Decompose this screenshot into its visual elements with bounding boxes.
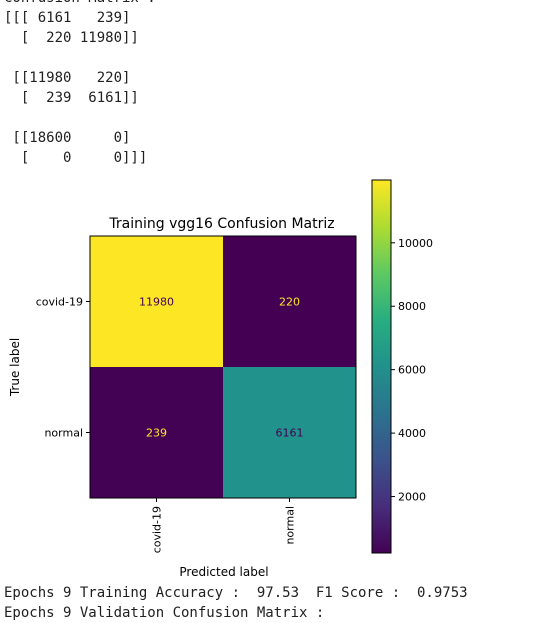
chart-title: Training vgg16 Confusion Matriz <box>108 216 334 232</box>
colorbar-tick-label: 4000 <box>398 427 426 440</box>
x-tick-label: covid-19 <box>151 506 164 553</box>
console-line: [ 220 11980]] <box>4 30 139 46</box>
x-tick-label: normal <box>284 506 297 545</box>
colorbar-ticks: 2000 4000 6000 8000 10000 <box>391 237 433 504</box>
colorbar-tick-label: 8000 <box>398 300 426 313</box>
console-output-top: Confusion Matrix : [[[ 6161 239] [ 220 11… <box>4 0 156 168</box>
y-axis-label: True label <box>8 338 22 397</box>
colorbar <box>371 179 392 554</box>
console-line: Epochs 9 Validation Confusion Matrix : <box>4 605 325 621</box>
console-line: Epochs 9 Training Accuracy : 97.53 F1 Sc… <box>4 585 468 601</box>
console-line: [ 0 0]]] <box>4 150 148 166</box>
cell-value-label: 11980 <box>139 296 174 309</box>
heatmap-cells <box>90 236 356 498</box>
console-line: [[11980 220] <box>4 70 131 86</box>
y-axis-ticks: covid-19 normal <box>36 296 90 440</box>
console-line: [[18600 0] <box>4 130 131 146</box>
colorbar-tick-label: 10000 <box>398 237 433 250</box>
heatmap-cell <box>223 367 356 498</box>
heatmap-cell <box>90 236 223 367</box>
y-tick-label: covid-19 <box>36 296 83 309</box>
heatmap-cell-labels: 11980 220 239 6161 <box>139 296 304 440</box>
x-axis-label: Predicted label <box>179 565 268 579</box>
cell-value-label: 239 <box>146 427 167 440</box>
colorbar-tick-label: 6000 <box>398 364 426 377</box>
colorbar-tick-label: 2000 <box>398 491 426 504</box>
cell-value-label: 220 <box>279 296 300 309</box>
console-output-bottom: Epochs 9 Training Accuracy : 97.53 F1 Sc… <box>4 583 468 623</box>
heatmap-cell <box>90 367 223 498</box>
console-line: Confusion Matrix : <box>4 0 156 8</box>
y-tick-label: normal <box>44 427 83 440</box>
heatmap-cell <box>223 236 356 367</box>
cell-value-label: 6161 <box>276 427 304 440</box>
console-line: [[[ 6161 239] <box>4 10 131 26</box>
x-axis-ticks: covid-19 normal <box>151 498 297 553</box>
heatmap-frame <box>89 235 357 499</box>
console-line: [ 239 6161]] <box>4 90 139 106</box>
